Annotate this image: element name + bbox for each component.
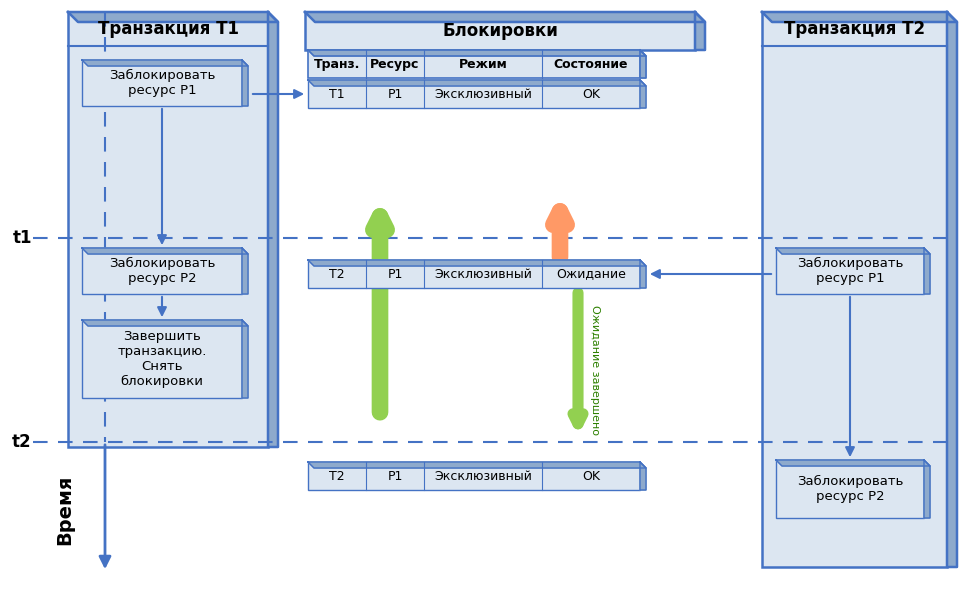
Text: OK: OK (582, 88, 600, 101)
Text: P1: P1 (387, 267, 403, 280)
Polygon shape (308, 462, 646, 468)
Bar (776, 248, 924, 294)
Bar (82, 248, 242, 294)
Polygon shape (242, 248, 248, 294)
Bar (308, 462, 640, 490)
Bar (308, 80, 640, 108)
Text: Заблокировать
ресурс P1: Заблокировать ресурс P1 (109, 69, 215, 97)
Text: Транз.: Транз. (314, 58, 360, 71)
Polygon shape (640, 50, 646, 78)
Polygon shape (82, 60, 248, 66)
Bar (762, 12, 947, 567)
Polygon shape (640, 260, 646, 288)
Text: Ресурс: Ресурс (370, 58, 419, 71)
Bar (776, 460, 924, 518)
Text: Транзакция Т1: Транзакция Т1 (98, 20, 239, 38)
Polygon shape (68, 12, 278, 22)
Bar (82, 320, 242, 398)
Text: T1: T1 (329, 88, 345, 101)
Text: Завершить
транзакцию.
Снять
блокировки: Завершить транзакцию. Снять блокировки (117, 330, 207, 388)
Polygon shape (924, 248, 930, 294)
Polygon shape (242, 60, 248, 106)
Bar (308, 50, 640, 78)
Bar (305, 12, 695, 50)
Polygon shape (947, 12, 957, 567)
Bar (308, 260, 640, 288)
Polygon shape (308, 50, 646, 56)
Text: Ожидание завершено: Ожидание завершено (590, 305, 600, 435)
Text: Заблокировать
ресурс P2: Заблокировать ресурс P2 (109, 257, 215, 285)
Polygon shape (82, 248, 248, 254)
Bar (82, 60, 242, 106)
Text: Заблокировать
ресурс P1: Заблокировать ресурс P1 (797, 257, 903, 285)
Polygon shape (640, 462, 646, 490)
Polygon shape (640, 80, 646, 108)
Text: Эксклюзивный: Эксклюзивный (434, 267, 532, 280)
Text: Время: Время (55, 475, 74, 545)
Polygon shape (305, 12, 705, 22)
Text: Ожидание: Ожидание (556, 267, 626, 280)
Polygon shape (924, 460, 930, 518)
Polygon shape (762, 12, 957, 22)
Text: P1: P1 (387, 469, 403, 482)
Text: t2: t2 (13, 433, 32, 451)
Polygon shape (308, 260, 646, 266)
Text: Транзакция Т2: Транзакция Т2 (784, 20, 925, 38)
Text: Режим: Режим (459, 58, 507, 71)
Text: Блокировки: Блокировки (442, 22, 558, 40)
Text: t1: t1 (13, 229, 32, 247)
Text: Заблокировать
ресурс P2: Заблокировать ресурс P2 (797, 475, 903, 503)
Text: P1: P1 (387, 88, 403, 101)
Polygon shape (268, 12, 278, 447)
Bar (68, 12, 268, 447)
Text: OK: OK (582, 469, 600, 482)
Text: Эксклюзивный: Эксклюзивный (434, 469, 532, 482)
Polygon shape (695, 12, 705, 50)
Text: T2: T2 (329, 469, 345, 482)
Text: Состояние: Состояние (554, 58, 628, 71)
Text: Эксклюзивный: Эксклюзивный (434, 88, 532, 101)
Text: T2: T2 (329, 267, 345, 280)
Polygon shape (776, 460, 930, 466)
Polygon shape (776, 248, 930, 254)
Polygon shape (308, 80, 646, 86)
Polygon shape (242, 320, 248, 398)
Polygon shape (82, 320, 248, 326)
